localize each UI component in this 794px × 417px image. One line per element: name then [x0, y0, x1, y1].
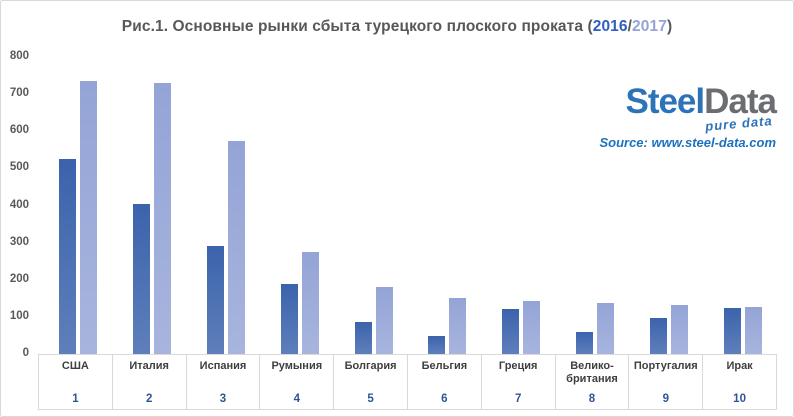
category-cell-3: Испания 3 — [185, 355, 260, 409]
category-cell-8: Велико-британия 8 — [554, 355, 629, 409]
y-axis-label-300: 300 — [9, 235, 29, 248]
bar-group-3 — [189, 57, 263, 354]
category-label: Греция — [498, 360, 538, 372]
category-rank: 4 — [293, 392, 300, 405]
bar-2016-Италия — [132, 203, 150, 354]
source-label: Source: — [599, 134, 648, 150]
category-cell-2: Италия 2 — [111, 355, 186, 409]
y-axis-label-200: 200 — [9, 272, 29, 285]
bar-group-1 — [41, 57, 115, 354]
bar-2016-Болгария — [354, 322, 372, 354]
category-cell-9: Португалия 9 — [628, 355, 702, 409]
logo-data-text: Data — [704, 82, 777, 121]
category-rank: 5 — [367, 392, 374, 405]
plot-area — [38, 57, 777, 354]
bar-2017-Греция — [523, 301, 541, 354]
source-line: Source: www.steel-data.com — [599, 135, 776, 150]
bar-2016-Румыния — [280, 283, 298, 354]
bar-2016-Португалия — [650, 317, 668, 354]
y-axis-label-100: 100 — [9, 309, 29, 322]
bar-2017-Бельгия — [449, 298, 467, 354]
category-cell-1: США 1 — [39, 355, 112, 409]
bar-2017-Велико-британия — [597, 303, 615, 354]
y-axis: 800 700 600 500 400 300 200 100 0 — [1, 1, 31, 416]
bar-group-8 — [558, 57, 632, 354]
category-label: Румыния — [271, 360, 323, 372]
y-axis-label-800: 800 — [9, 50, 29, 62]
category-label: Ирак — [726, 360, 753, 372]
logo-steel-text: Steel — [625, 82, 705, 121]
category-rank: 3 — [219, 392, 227, 405]
bar-group-4 — [263, 57, 337, 354]
category-cell-4: Румыния 4 — [259, 355, 333, 409]
logo-wordmark: SteelData — [599, 82, 777, 122]
bar-2016-Велико-британия — [576, 331, 594, 354]
y-axis-label-500: 500 — [9, 161, 29, 174]
chart-title: Рис.1. Основные рынки сбыта турецкого пл… — [1, 18, 793, 36]
bar-2017-Ирак — [745, 306, 763, 354]
title-text: Рис.1. Основные рынки сбыта турецкого пл… — [121, 18, 593, 35]
steeldata-logo: SteelData pure data Source: www.steel-da… — [599, 82, 777, 150]
category-label: Италия — [129, 360, 169, 372]
category-rank: 1 — [72, 392, 79, 405]
category-rank: 10 — [733, 392, 746, 405]
category-label: Бельгия — [421, 360, 468, 372]
category-cell-7: Греция 7 — [480, 355, 555, 409]
bar-2017-Италия — [153, 83, 171, 354]
bar-group-7 — [484, 57, 558, 354]
category-rank: 6 — [441, 392, 448, 405]
category-cell-10: Ирак 10 — [702, 355, 776, 409]
bar-2017-Португалия — [671, 304, 689, 354]
category-rank: 8 — [588, 392, 596, 405]
category-cell-5: Болгария 5 — [333, 355, 407, 409]
category-label: Испания — [199, 360, 247, 372]
y-axis-label-400: 400 — [9, 198, 29, 211]
source-url-link[interactable]: www.steel-data.com — [651, 134, 777, 150]
bar-group-2 — [115, 57, 189, 354]
bar-group-5 — [337, 57, 411, 354]
category-rank: 2 — [145, 392, 153, 405]
bar-2017-Испания — [227, 140, 245, 354]
bar-2017-США — [79, 81, 97, 354]
title-year-2017: 2017 — [632, 18, 667, 35]
bar-group-9 — [632, 57, 706, 354]
bar-group-6 — [411, 57, 485, 354]
bar-2016-Испания — [206, 246, 224, 354]
category-cell-6: Бельгия 6 — [406, 355, 481, 409]
title-suffix: ) — [666, 18, 673, 35]
bar-2016-Ирак — [724, 308, 742, 354]
y-axis-label-700: 700 — [9, 87, 29, 100]
bar-2016-Греция — [502, 308, 520, 354]
category-label: США — [61, 360, 89, 372]
category-rank: 7 — [514, 392, 522, 405]
category-label: Португалия — [633, 360, 698, 372]
category-rank: 9 — [662, 392, 669, 405]
category-label: Велико-британия — [566, 360, 618, 385]
category-label: Болгария — [344, 360, 397, 372]
y-axis-label-600: 600 — [9, 124, 29, 137]
bar-2017-Румыния — [301, 251, 319, 354]
y-axis-label-0: 0 — [22, 347, 29, 359]
title-separator: / — [627, 18, 633, 35]
title-year-2016: 2016 — [592, 18, 628, 35]
bar-2016-США — [58, 159, 76, 354]
bar-2017-Болгария — [375, 287, 393, 354]
bar-group-10 — [706, 57, 780, 354]
bar-2016-Бельгия — [428, 336, 446, 354]
category-table: США 1 Италия 2 Испания 3 Румыния 4 Болгария 5 Бель… — [38, 354, 777, 410]
